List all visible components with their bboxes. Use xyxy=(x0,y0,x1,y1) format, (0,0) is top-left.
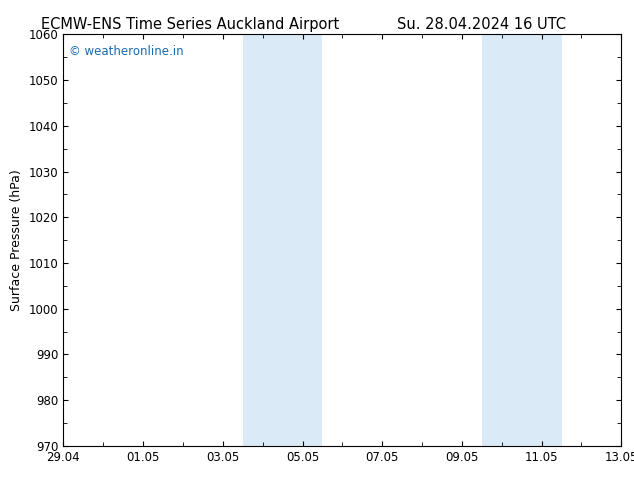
Bar xyxy=(482,34,562,446)
Text: Su. 28.04.2024 16 UTC: Su. 28.04.2024 16 UTC xyxy=(398,17,566,32)
Text: ECMW-ENS Time Series Auckland Airport: ECMW-ENS Time Series Auckland Airport xyxy=(41,17,339,32)
Bar xyxy=(243,34,323,446)
Y-axis label: Surface Pressure (hPa): Surface Pressure (hPa) xyxy=(10,169,23,311)
Title: ECMW-ENS Time Series Auckland Airport        Su. 28.04.2024 16 UTC: ECMW-ENS Time Series Auckland Airport Su… xyxy=(0,489,1,490)
Text: © weatheronline.in: © weatheronline.in xyxy=(69,45,184,58)
